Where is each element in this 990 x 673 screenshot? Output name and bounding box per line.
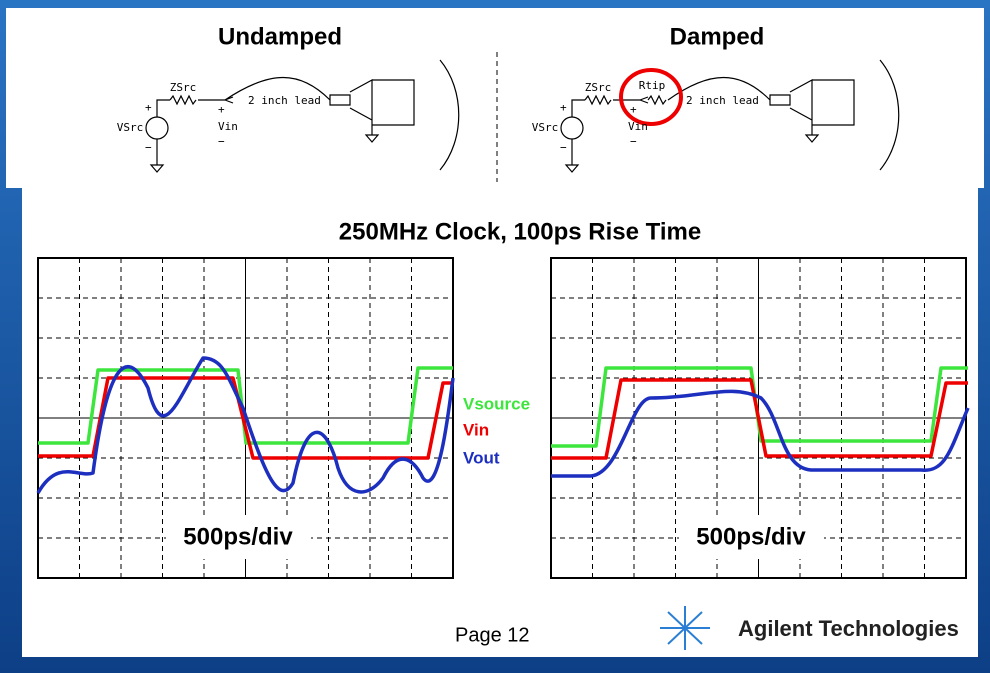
oscilloscope: 500ps/div <box>551 258 968 578</box>
label: 2 inch lead <box>686 94 759 107</box>
top-panel <box>6 8 984 188</box>
label: ZSrc <box>170 81 197 94</box>
label: − <box>630 135 637 148</box>
label: + <box>218 103 225 116</box>
label: Vin <box>628 120 648 133</box>
label: + <box>560 101 567 114</box>
page-number: Page 12 <box>455 624 530 646</box>
label: Rtip <box>639 79 666 92</box>
legend-entry: Vout <box>463 448 500 467</box>
label: 2 inch lead <box>248 94 321 107</box>
title: Undamped <box>218 23 342 50</box>
label: − <box>560 141 567 154</box>
scope-title: 250MHz Clock, 100ps Rise Time <box>339 218 701 245</box>
legend-entry: Vin <box>463 420 489 439</box>
logo <box>660 606 710 650</box>
label: Vin <box>218 120 238 133</box>
label: + <box>630 103 637 116</box>
label: VSrc <box>532 121 559 134</box>
company: Agilent Technologies <box>738 616 959 641</box>
timebase: 500ps/div <box>183 523 293 550</box>
slide: Undamped Damped ZSrc VSrc + − + − Vin 2 … <box>0 0 990 673</box>
timebase: 500ps/div <box>696 523 806 550</box>
label: ZSrc <box>585 81 612 94</box>
oscilloscope: 500ps/div <box>38 258 453 578</box>
label: VSrc <box>117 121 144 134</box>
legend-entry: Vsource <box>463 394 530 413</box>
label: − <box>145 141 152 154</box>
label: − <box>218 135 225 148</box>
label: + <box>145 101 152 114</box>
title: Damped <box>670 23 765 50</box>
